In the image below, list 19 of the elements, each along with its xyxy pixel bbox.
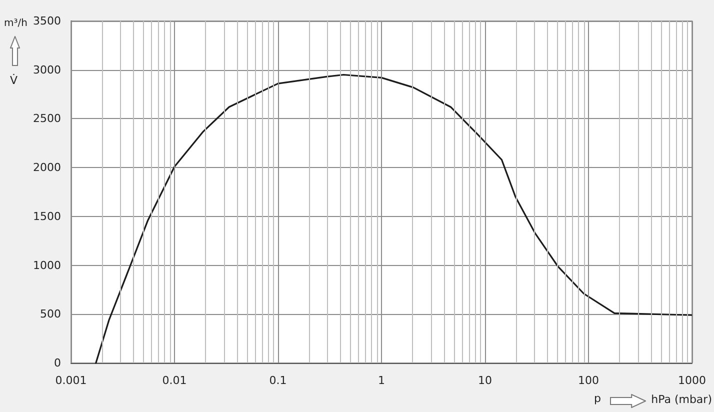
y-tick-label: 0 bbox=[54, 356, 61, 370]
y-tick-label: 3000 bbox=[33, 63, 61, 76]
text: p bbox=[594, 392, 601, 405]
x-tick-label: 100 bbox=[578, 374, 599, 387]
x-tick-label: 0.1 bbox=[269, 374, 287, 387]
x-tick-label: 10 bbox=[478, 374, 492, 387]
text: V̇ bbox=[10, 74, 18, 87]
y-tick-label: 1500 bbox=[33, 210, 61, 223]
x-axis-title: hPa (mbar) bbox=[651, 393, 712, 406]
x-tick-label: 1 bbox=[378, 374, 385, 387]
x-tick-label: 1000 bbox=[678, 374, 706, 387]
y-tick-label: 2500 bbox=[33, 112, 61, 126]
y-axis-title: m³/h bbox=[4, 18, 28, 29]
y-tick-label: 3500 bbox=[33, 14, 61, 28]
x-tick-label: 0.01 bbox=[162, 374, 187, 387]
x-tick-label: 0.001 bbox=[55, 374, 87, 387]
y-tick-label: 2000 bbox=[33, 161, 61, 174]
y-tick-label: 1000 bbox=[33, 258, 61, 272]
y-tick-label: 500 bbox=[40, 308, 61, 321]
